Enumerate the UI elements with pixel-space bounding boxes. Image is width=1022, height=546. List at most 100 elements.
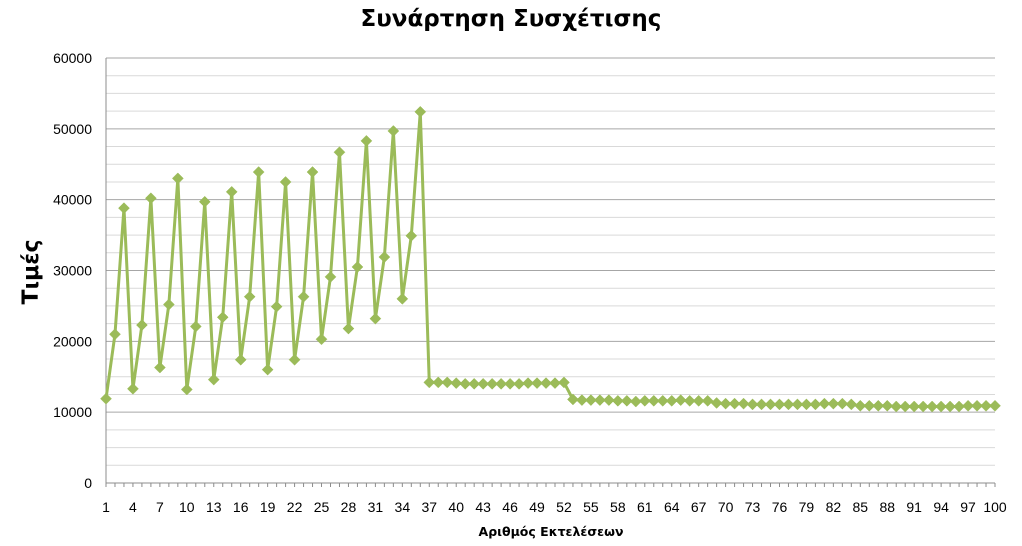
data-point-marker <box>333 146 346 159</box>
x-tick-label: 91 <box>906 499 922 515</box>
x-tick-label: 7 <box>156 499 164 515</box>
data-point-marker <box>549 377 561 389</box>
data-point-marker <box>827 397 840 410</box>
data-point-marker <box>881 399 894 412</box>
data-point-marker <box>243 290 256 303</box>
x-tick-label: 94 <box>933 499 949 515</box>
data-point-marker <box>764 398 777 411</box>
x-tick-label: 52 <box>556 499 572 515</box>
data-point-marker <box>719 397 732 410</box>
data-point-marker <box>145 192 157 205</box>
x-tick-label: 1 <box>102 499 110 515</box>
data-point-marker <box>611 394 624 407</box>
x-tick-label: 22 <box>287 499 303 515</box>
data-point-marker <box>656 394 669 407</box>
data-point-marker <box>405 229 418 242</box>
data-point-marker <box>279 176 292 188</box>
data-point-marker <box>468 377 481 390</box>
data-point-marker <box>118 202 130 215</box>
data-point-marker <box>198 195 211 208</box>
x-tick-label: 46 <box>502 499 518 515</box>
x-tick-label: 82 <box>826 499 842 515</box>
data-point-marker <box>342 322 355 335</box>
data-point-marker <box>100 392 112 405</box>
data-point-marker <box>890 400 903 413</box>
y-tick-label: 30000 <box>53 263 92 279</box>
data-point-marker <box>692 394 705 407</box>
data-point-marker <box>261 363 274 376</box>
x-tick-label: 49 <box>529 499 545 515</box>
y-tick-labels: 0 10000 20000 30000 40000 50000 60000 <box>53 50 92 491</box>
data-point-marker <box>872 399 885 412</box>
x-tick-label: 100 <box>983 499 1007 515</box>
data-point-marker <box>396 292 409 305</box>
data-point-marker <box>836 397 849 410</box>
data-point-marker <box>567 393 579 406</box>
data-point-marker <box>459 377 472 390</box>
data-point-marker <box>908 400 921 413</box>
data-point-marker <box>863 399 876 412</box>
data-point-marker <box>989 399 1001 412</box>
data-point-marker <box>674 394 687 406</box>
axes <box>105 58 996 487</box>
x-tick-label: 70 <box>718 499 734 515</box>
data-point-marker <box>486 377 498 390</box>
y-axis-label: Τιμές <box>19 239 44 304</box>
data-point-marker <box>171 172 184 185</box>
data-point-marker <box>531 377 543 389</box>
y-tick-label: 10000 <box>53 404 92 420</box>
data-point-marker <box>127 382 139 395</box>
data-point-marker <box>971 399 983 412</box>
data-point-marker <box>180 383 193 396</box>
data-point-marker <box>791 398 804 411</box>
data-point-marker <box>109 328 121 341</box>
data-point-marker <box>818 397 831 410</box>
data-point-marker <box>495 377 507 390</box>
x-tick-label: 10 <box>179 499 195 515</box>
data-point-marker <box>270 300 283 313</box>
x-tick-label: 88 <box>879 499 895 515</box>
data-series <box>100 105 1001 413</box>
data-point-marker <box>926 400 938 413</box>
data-point-marker <box>728 397 741 410</box>
x-tick-label: 43 <box>475 499 491 515</box>
x-tick-label: 67 <box>691 499 707 515</box>
x-tick-label: 16 <box>233 499 249 515</box>
minor-gridlines <box>106 75 995 466</box>
data-point-marker <box>136 319 148 331</box>
x-tick-label: 76 <box>772 499 788 515</box>
x-axis-label: Αριθμός Εκτελέσεων <box>479 524 624 539</box>
x-tick-label: 58 <box>610 499 626 515</box>
data-point-marker <box>800 398 813 411</box>
data-point-marker <box>638 394 651 407</box>
data-point-marker <box>746 398 759 411</box>
data-point-marker <box>809 398 822 411</box>
data-point-marker <box>351 261 364 273</box>
data-point-marker <box>504 377 516 390</box>
data-point-marker <box>683 394 696 407</box>
data-point-marker <box>540 377 552 389</box>
data-point-marker <box>414 105 427 118</box>
data-point-marker <box>288 353 301 366</box>
y-tick-label: 40000 <box>53 192 92 208</box>
data-point-marker <box>944 400 956 413</box>
x-tick-label: 73 <box>745 499 761 515</box>
y-tick-label: 60000 <box>53 50 92 66</box>
x-tick-label: 79 <box>799 499 815 515</box>
data-point-marker <box>576 394 588 406</box>
data-point-marker <box>558 376 570 389</box>
x-tick-label: 61 <box>637 499 653 515</box>
data-point-marker <box>629 395 642 408</box>
data-point-marker <box>513 377 525 390</box>
data-point-marker <box>980 399 992 412</box>
y-tick-label: 0 <box>84 475 92 491</box>
data-point-marker <box>899 400 912 413</box>
y-tick-label: 50000 <box>53 121 92 137</box>
data-point-marker <box>441 376 454 389</box>
data-point-marker <box>710 397 723 409</box>
data-point-marker <box>297 290 310 303</box>
data-point-marker <box>701 394 714 407</box>
data-point-marker <box>962 399 974 412</box>
data-point-marker <box>324 271 337 283</box>
x-tick-labels: 1 4 7 10 13 16 19 22 25 28 31 34 37 40 43 46 49 52 55 58 61 6… <box>102 499 1007 515</box>
